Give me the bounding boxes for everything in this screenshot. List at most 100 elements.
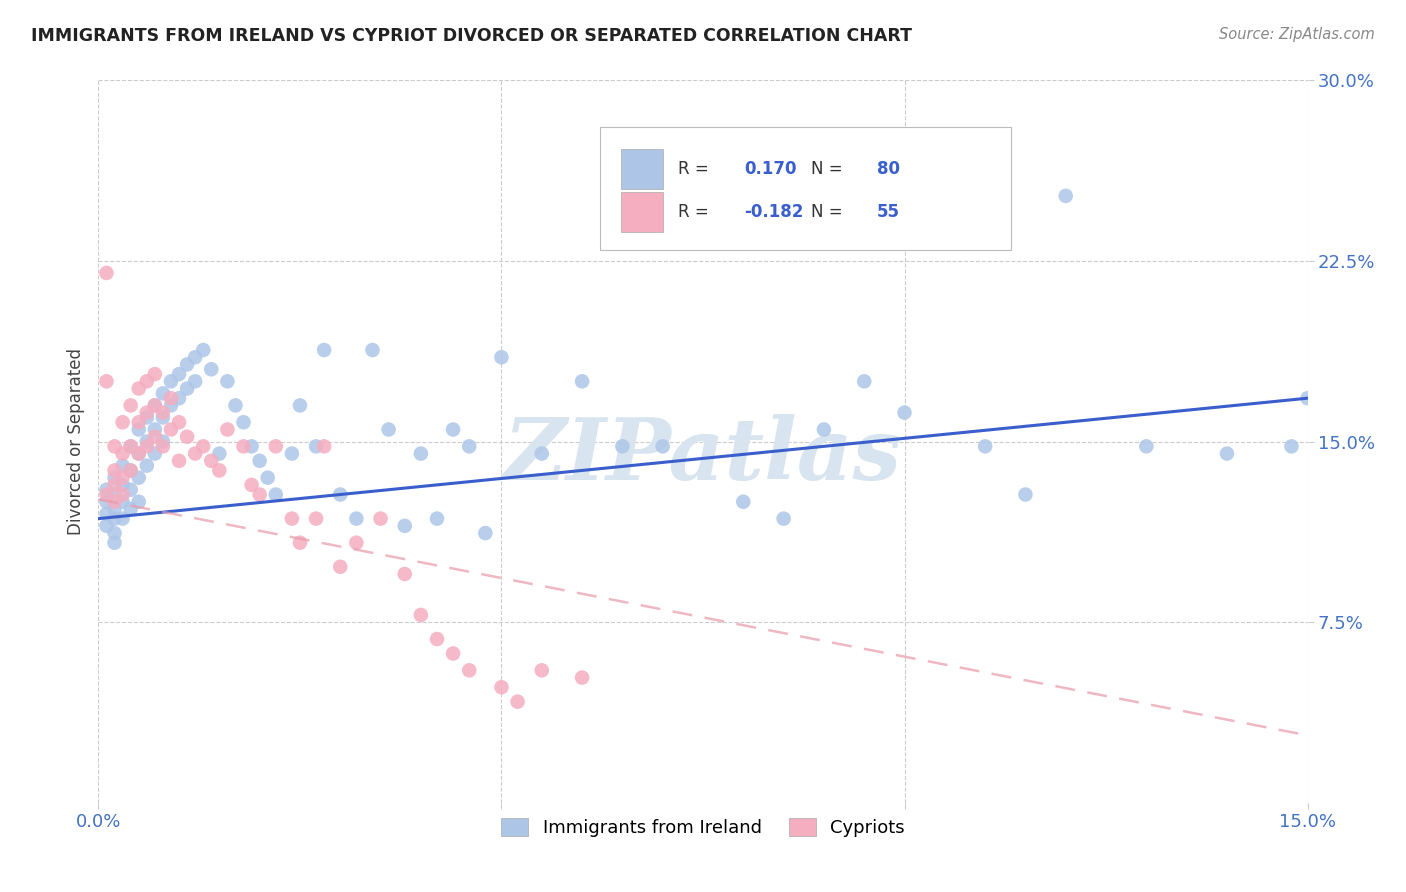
- Point: [111, 487, 134, 501]
- Point: [249, 487, 271, 501]
- Point: [458, 664, 481, 678]
- Point: [160, 398, 183, 412]
- Point: [409, 446, 432, 460]
- Point: [160, 391, 183, 405]
- Point: [143, 422, 166, 436]
- Point: [426, 511, 449, 525]
- Point: [167, 454, 190, 468]
- Point: [111, 458, 134, 473]
- Point: [1014, 487, 1036, 501]
- Point: [329, 487, 352, 501]
- Point: [120, 398, 142, 412]
- Point: [135, 406, 157, 420]
- Point: [111, 415, 134, 429]
- Point: [1296, 391, 1319, 405]
- Point: [571, 374, 593, 388]
- Point: [240, 478, 263, 492]
- Point: [96, 494, 118, 508]
- Point: [103, 526, 125, 541]
- Y-axis label: Divorced or Separated: Divorced or Separated: [66, 348, 84, 535]
- Point: [1281, 439, 1303, 453]
- Point: [256, 470, 278, 484]
- Point: [394, 518, 416, 533]
- Point: [232, 415, 254, 429]
- Point: [344, 511, 367, 525]
- Point: [111, 494, 134, 508]
- Point: [733, 494, 755, 508]
- Point: [152, 386, 174, 401]
- Point: [361, 343, 384, 357]
- Text: N =: N =: [811, 203, 848, 221]
- Point: [176, 358, 198, 372]
- Point: [208, 446, 231, 460]
- Point: [1135, 439, 1157, 453]
- Text: 80: 80: [877, 160, 900, 178]
- Point: [143, 398, 166, 412]
- Point: [200, 454, 222, 468]
- Point: [1216, 446, 1239, 460]
- Point: [288, 535, 311, 549]
- Point: [314, 439, 336, 453]
- Point: [152, 434, 174, 449]
- Point: [530, 664, 553, 678]
- Text: R =: R =: [678, 203, 714, 221]
- Point: [167, 415, 190, 429]
- Point: [305, 439, 328, 453]
- Point: [893, 406, 915, 420]
- Point: [128, 422, 150, 436]
- Point: [344, 535, 367, 549]
- Point: [651, 439, 673, 453]
- Point: [208, 463, 231, 477]
- Point: [96, 487, 118, 501]
- Point: [426, 632, 449, 646]
- Point: [288, 398, 311, 412]
- Point: [240, 439, 263, 453]
- Point: [474, 526, 496, 541]
- Point: [152, 439, 174, 453]
- Point: [200, 362, 222, 376]
- Text: R =: R =: [678, 160, 714, 178]
- Point: [103, 463, 125, 477]
- Point: [128, 494, 150, 508]
- Point: [1054, 189, 1077, 203]
- Point: [217, 374, 239, 388]
- Point: [103, 511, 125, 525]
- Point: [184, 350, 207, 364]
- FancyBboxPatch shape: [621, 149, 664, 189]
- Point: [143, 367, 166, 381]
- Point: [120, 483, 142, 497]
- Point: [506, 695, 529, 709]
- Point: [167, 391, 190, 405]
- Point: [193, 343, 215, 357]
- Point: [217, 422, 239, 436]
- Point: [103, 494, 125, 508]
- Text: Source: ZipAtlas.com: Source: ZipAtlas.com: [1219, 27, 1375, 42]
- Point: [128, 470, 150, 484]
- Point: [111, 478, 134, 492]
- Point: [103, 487, 125, 501]
- Point: [458, 439, 481, 453]
- Text: -0.182: -0.182: [744, 203, 803, 221]
- Point: [103, 502, 125, 516]
- Point: [103, 470, 125, 484]
- Point: [96, 518, 118, 533]
- Text: N =: N =: [811, 160, 848, 178]
- Point: [128, 446, 150, 460]
- Point: [96, 507, 118, 521]
- Point: [394, 567, 416, 582]
- Point: [441, 647, 464, 661]
- Point: [772, 511, 794, 525]
- Point: [176, 382, 198, 396]
- Point: [128, 415, 150, 429]
- Text: ZIPatlas: ZIPatlas: [503, 414, 903, 498]
- Point: [377, 422, 399, 436]
- Point: [281, 511, 304, 525]
- Point: [167, 367, 190, 381]
- Point: [120, 502, 142, 516]
- Point: [409, 607, 432, 622]
- Point: [305, 511, 328, 525]
- Text: 55: 55: [877, 203, 900, 221]
- Point: [264, 487, 287, 501]
- Point: [491, 350, 513, 364]
- Point: [571, 671, 593, 685]
